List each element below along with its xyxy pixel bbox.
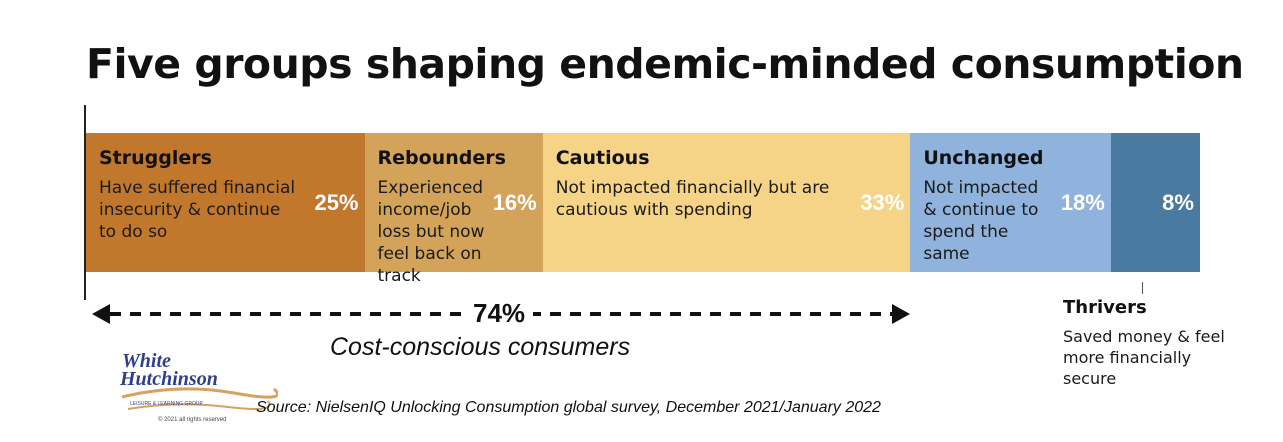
data-label: 33%	[860, 190, 905, 215]
cost-conscious-percent: 74%	[465, 298, 534, 329]
source-note: Source: NielsenIQ Unlocking Consumption …	[256, 399, 881, 416]
logo-line1: White	[122, 350, 171, 372]
segment-description: Have suffered financial insecurity & con…	[99, 178, 296, 242]
bar-segment-rebounders: Rebounders Experienced income/job loss bu…	[364, 133, 543, 286]
cost-conscious-label: Cost-conscious consumers	[330, 333, 631, 361]
logo-line2: Hutchinson	[119, 368, 218, 390]
chart-title: Five groups shaping endemic-minded consu…	[86, 40, 1244, 88]
bar-segment-thrivers: 8%	[1110, 133, 1200, 272]
segment-name: Strugglers	[99, 147, 212, 169]
white-hutchinson-logo: White Hutchinson LEISURE & LEARNING GROU…	[119, 350, 278, 423]
segment-name: Rebounders	[377, 147, 506, 169]
bar-segment-cautious: Cautious Not impacted financially but are…	[542, 133, 911, 272]
data-label: 18%	[1060, 190, 1105, 215]
data-label: 8%	[1162, 190, 1194, 215]
segment-description: Not impacted financially but are cautiou…	[555, 178, 830, 220]
logo-ribbon: LEISURE & LEARNING GROUP	[130, 401, 203, 407]
segment-description: Not impacted & continue to spend the sam…	[923, 178, 1039, 264]
data-label: 25%	[314, 190, 359, 215]
thrivers-description: Saved money & feel more financially secu…	[1063, 327, 1225, 388]
thrivers-tick	[1142, 282, 1143, 294]
stacked-bar: Strugglers Have suffered financial insecu…	[86, 133, 1200, 286]
segment-name: Cautious	[555, 147, 650, 169]
bar-segment-unchanged: Unchanged Not impacted & continue to spen…	[910, 133, 1111, 272]
segment-description: Experienced income/job loss but now feel…	[377, 178, 485, 286]
thrivers-label: Thrivers	[1063, 297, 1147, 318]
logo-copyright: © 2021 all rights reserved	[158, 416, 226, 423]
segment-name: Unchanged	[923, 147, 1044, 169]
axis-line	[84, 105, 86, 300]
bar-segment-strugglers: Strugglers Have suffered financial insecu…	[86, 133, 365, 272]
data-label: 16%	[492, 190, 537, 215]
